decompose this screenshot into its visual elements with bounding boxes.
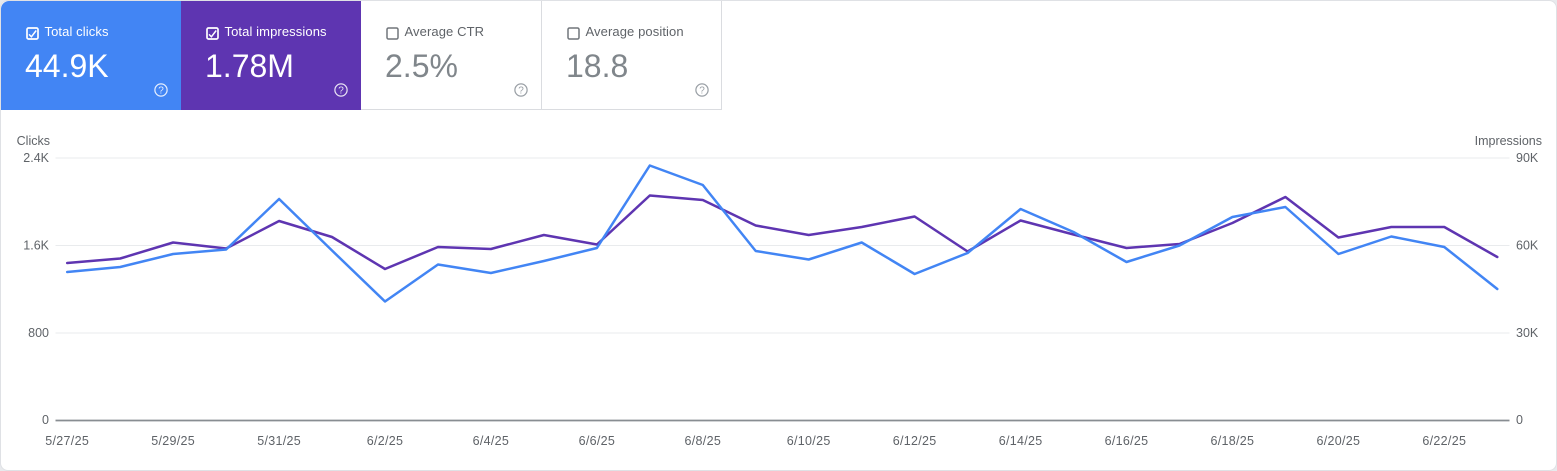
- svg-text:6/8/25: 6/8/25: [685, 434, 722, 448]
- svg-text:?: ?: [699, 86, 705, 97]
- svg-text:5/29/25: 5/29/25: [151, 434, 195, 448]
- svg-text:0: 0: [42, 413, 49, 427]
- svg-text:?: ?: [158, 86, 164, 97]
- svg-text:Clicks: Clicks: [17, 134, 50, 148]
- svg-text:?: ?: [518, 86, 524, 97]
- svg-text:6/10/25: 6/10/25: [787, 434, 831, 448]
- svg-text:2.4K: 2.4K: [23, 151, 49, 165]
- svg-text:6/16/25: 6/16/25: [1105, 434, 1149, 448]
- svg-text:Impressions: Impressions: [1475, 134, 1542, 148]
- svg-text:0: 0: [1516, 413, 1523, 427]
- svg-text:6/12/25: 6/12/25: [893, 434, 937, 448]
- svg-text:6/18/25: 6/18/25: [1210, 434, 1254, 448]
- svg-text:6/4/25: 6/4/25: [473, 434, 510, 448]
- svg-text:6/14/25: 6/14/25: [999, 434, 1043, 448]
- svg-text:60K: 60K: [1516, 239, 1539, 253]
- svg-text:5/27/25: 5/27/25: [45, 434, 89, 448]
- svg-text:5/31/25: 5/31/25: [257, 434, 301, 448]
- svg-text:1.6K: 1.6K: [23, 239, 49, 253]
- svg-text:6/22/25: 6/22/25: [1422, 434, 1466, 448]
- svg-text:?: ?: [338, 86, 344, 97]
- svg-text:30K: 30K: [1516, 326, 1539, 340]
- svg-text:800: 800: [28, 326, 49, 340]
- svg-text:6/2/25: 6/2/25: [367, 434, 404, 448]
- svg-text:90K: 90K: [1516, 151, 1539, 165]
- svg-text:6/20/25: 6/20/25: [1316, 434, 1360, 448]
- svg-text:6/6/25: 6/6/25: [579, 434, 616, 448]
